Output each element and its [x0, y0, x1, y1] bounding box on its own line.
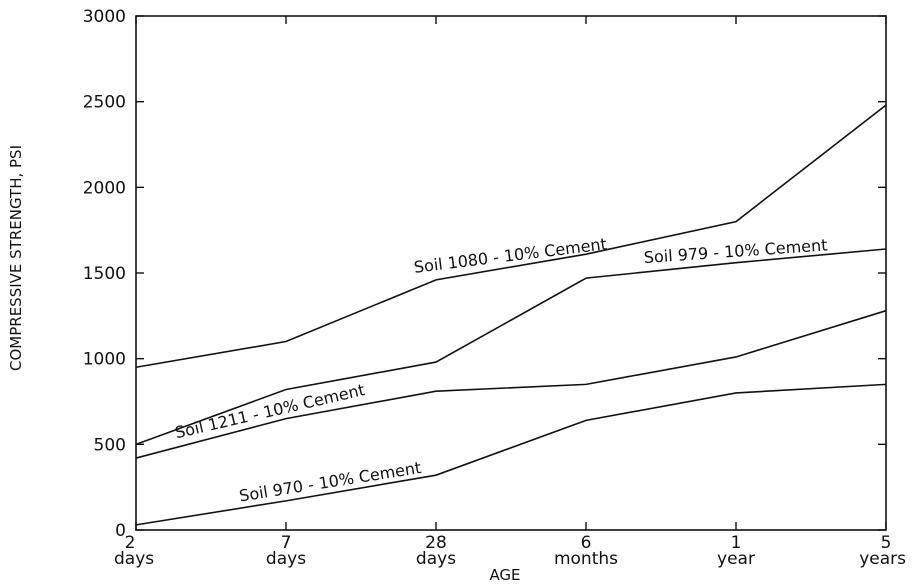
y-tick-label: 3000	[83, 7, 126, 27]
x-tick-label-bottom: year	[717, 549, 755, 569]
series-line-0	[135, 104, 887, 369]
x-tick-label-top: 7	[281, 533, 292, 553]
series-label-0: Soil 1080 - 10% Cement	[413, 234, 608, 277]
y-tick-label: 1000	[83, 350, 126, 370]
x-axis-label: AGE	[489, 566, 520, 584]
x-tick-label-bottom: years	[859, 549, 906, 569]
x-tick-label-bottom: days	[114, 549, 154, 569]
x-tick-label-top: 5	[881, 533, 892, 553]
series-line-1	[135, 248, 887, 446]
x-tick-label-bottom: months	[554, 549, 618, 569]
y-tick-label: 500	[94, 435, 126, 455]
x-tick-label-top: 2	[125, 533, 136, 553]
y-tick-label: 1500	[83, 264, 126, 284]
axes	[135, 15, 887, 531]
y-tick-label: 2000	[83, 178, 126, 198]
y-tick-label: 0	[115, 521, 126, 541]
series-label-2: Soil 1211 - 10% Cement	[173, 380, 366, 442]
x-tick-label-top: 28	[425, 533, 447, 553]
series-labels: Soil 1080 - 10% Cement Soil 979 - 10% Cem…	[173, 234, 828, 505]
y-axis-label: COMPRESSIVE STRENGTH, PSI	[7, 145, 25, 371]
y-ticks: 0 500 1000 1500 2000 2500 3000	[83, 7, 886, 541]
plot-frame	[135, 15, 887, 531]
series-line-3	[135, 383, 887, 526]
series-lines	[135, 104, 887, 526]
x-tick-label-bottom: days	[266, 549, 306, 569]
x-tick-label-top: 6	[581, 533, 592, 553]
x-tick-label-bottom: days	[416, 549, 456, 569]
series-line-2	[135, 309, 887, 459]
y-tick-label: 2500	[83, 93, 126, 113]
x-tick-label-top: 1	[731, 533, 742, 553]
